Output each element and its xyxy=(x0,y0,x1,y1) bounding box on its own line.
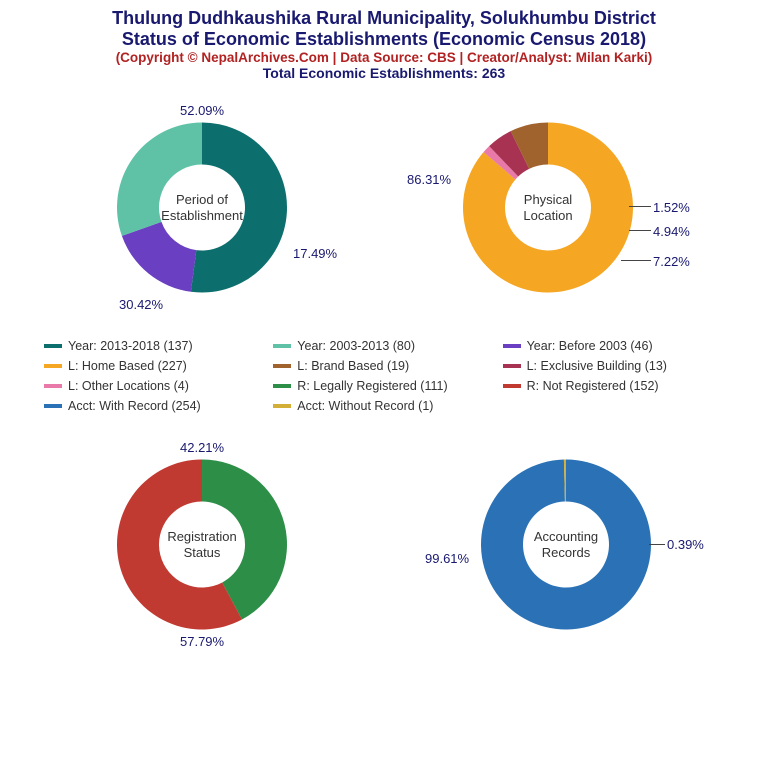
legend-swatch xyxy=(503,384,521,388)
slice-pct-label: 99.61% xyxy=(425,551,469,566)
legend-label: R: Not Registered (152) xyxy=(527,379,659,393)
legend-item: L: Other Locations (4) xyxy=(40,376,269,396)
legend-label: R: Legally Registered (111) xyxy=(297,379,447,393)
chart-accounting: AccountingRecords 99.61% 0.39% xyxy=(396,422,736,667)
leader-line xyxy=(621,260,651,261)
legend-swatch xyxy=(503,364,521,368)
donut-slice xyxy=(122,222,196,292)
legend-label: Acct: Without Record (1) xyxy=(297,399,433,413)
legend-item: L: Brand Based (19) xyxy=(269,356,498,376)
leader-line xyxy=(629,230,651,231)
slice-pct-label: 42.21% xyxy=(180,440,224,455)
legend-item: Year: 2013-2018 (137) xyxy=(40,336,269,356)
legend-label: L: Exclusive Building (13) xyxy=(527,359,667,373)
total-line: Total Economic Establishments: 263 xyxy=(10,65,758,81)
slice-pct-label: 30.42% xyxy=(119,297,163,312)
chart-center-label: AccountingRecords xyxy=(516,529,616,562)
legend-item: R: Legally Registered (111) xyxy=(269,376,498,396)
legend-swatch xyxy=(273,384,291,388)
slice-pct-label: 86.31% xyxy=(407,172,451,187)
slice-pct-label: 57.79% xyxy=(180,634,224,649)
legend-item: R: Not Registered (152) xyxy=(499,376,728,396)
leader-line xyxy=(649,544,665,545)
legend-label: L: Home Based (227) xyxy=(68,359,187,373)
legend-label: Year: Before 2003 (46) xyxy=(527,339,653,353)
legend-label: Acct: With Record (254) xyxy=(68,399,201,413)
legend-swatch xyxy=(273,364,291,368)
legend-swatch xyxy=(44,364,62,368)
slice-pct-label: 4.94% xyxy=(653,224,690,239)
legend-label: Year: 2013-2018 (137) xyxy=(68,339,193,353)
legend-item: L: Exclusive Building (13) xyxy=(499,356,728,376)
slice-pct-label: 52.09% xyxy=(180,103,224,118)
copyright-line: (Copyright © NepalArchives.Com | Data So… xyxy=(10,50,758,65)
slice-pct-label: 7.22% xyxy=(653,254,690,269)
title-line-2: Status of Economic Establishments (Econo… xyxy=(10,29,758,50)
chart-header: Thulung Dudhkaushika Rural Municipality,… xyxy=(0,0,768,85)
chart-center-label: Period ofEstablishment xyxy=(152,192,252,225)
chart-center-label: PhysicalLocation xyxy=(498,192,598,225)
legend-swatch xyxy=(44,404,62,408)
legend-swatch xyxy=(273,404,291,408)
slice-pct-label: 17.49% xyxy=(293,246,337,261)
legend-item: Acct: With Record (254) xyxy=(40,396,269,416)
charts-row-top: Period ofEstablishment 52.09% 17.49% 30.42%… xyxy=(0,85,768,330)
legend-item: Year: 2003-2013 (80) xyxy=(269,336,498,356)
legend-swatch xyxy=(44,344,62,348)
legend-swatch xyxy=(273,344,291,348)
leader-line xyxy=(629,206,651,207)
charts-row-bottom: RegistrationStatus 42.21% 57.79% Accountin… xyxy=(0,422,768,667)
legend-label: Year: 2003-2013 (80) xyxy=(297,339,415,353)
legend-item: Acct: Without Record (1) xyxy=(269,396,498,416)
legend-swatch xyxy=(503,344,521,348)
chart-registration: RegistrationStatus 42.21% 57.79% xyxy=(32,422,372,667)
title-line-1: Thulung Dudhkaushika Rural Municipality,… xyxy=(10,8,758,29)
chart-center-label: RegistrationStatus xyxy=(152,529,252,562)
legend-label: L: Brand Based (19) xyxy=(297,359,409,373)
slice-pct-label: 1.52% xyxy=(653,200,690,215)
legend-item: Year: Before 2003 (46) xyxy=(499,336,728,356)
chart-period: Period ofEstablishment 52.09% 17.49% 30.42% xyxy=(32,85,372,330)
legend-item: L: Home Based (227) xyxy=(40,356,269,376)
chart-location: PhysicalLocation 86.31% 1.52% 4.94% 7.22% xyxy=(396,85,736,330)
slice-pct-label: 0.39% xyxy=(667,537,704,552)
legend-swatch xyxy=(44,384,62,388)
legend: Year: 2013-2018 (137) Year: 2003-2013 (80… xyxy=(0,330,768,422)
legend-label: L: Other Locations (4) xyxy=(68,379,189,393)
